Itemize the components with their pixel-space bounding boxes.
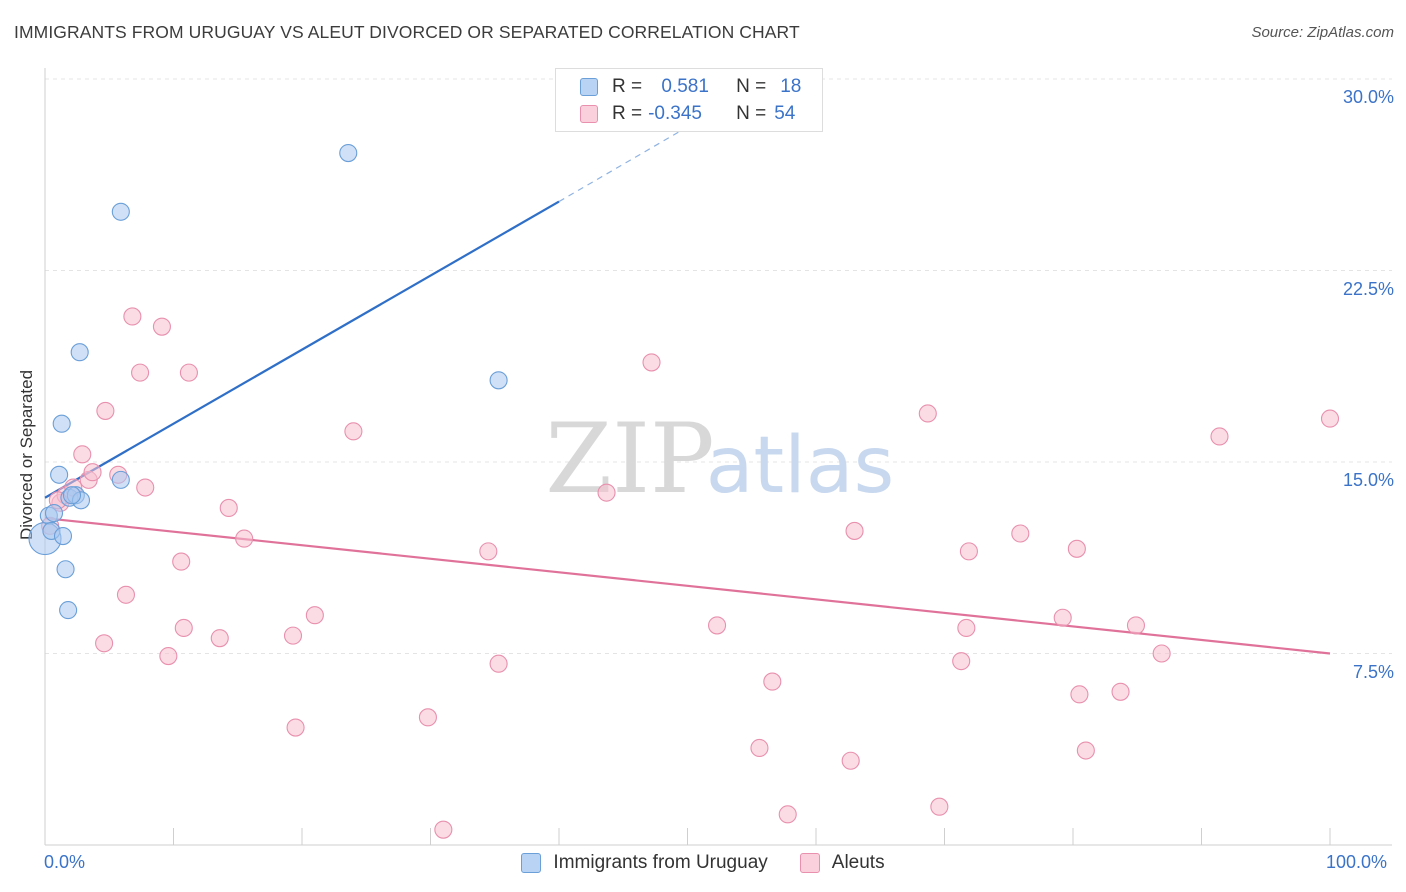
- point-uruguay: [111, 202, 130, 221]
- point-uruguay: [44, 504, 64, 523]
- point-aleuts: [750, 738, 769, 758]
- point-aleuts: [957, 618, 976, 638]
- legend-r-label: R =: [612, 103, 643, 124]
- point-aleuts: [1070, 685, 1089, 704]
- watermark-atlas: atlas: [706, 421, 895, 511]
- watermark: ZIP atlas: [545, 403, 894, 515]
- legend-row-uruguay: R = 0.581 N = 18: [580, 76, 801, 98]
- point-uruguay: [52, 414, 71, 433]
- point-aleuts: [1053, 608, 1072, 627]
- point-aleuts: [159, 647, 178, 666]
- legend-item-label: Immigrants from Uruguay: [553, 852, 768, 873]
- point-uruguay: [50, 465, 69, 484]
- y-tick-label: 7.5%: [1352, 661, 1394, 682]
- point-aleuts: [763, 672, 782, 691]
- x-tick-label-min: 0.0%: [44, 852, 86, 872]
- trend-line-uruguay: [44, 200, 560, 499]
- point-aleuts: [172, 552, 191, 571]
- point-aleuts: [845, 521, 864, 540]
- point-aleuts: [1320, 409, 1340, 428]
- point-uruguay: [59, 601, 78, 620]
- point-uruguay: [489, 371, 508, 390]
- legend-r-value: 0.581: [656, 76, 709, 97]
- point-aleuts: [174, 618, 193, 638]
- point-aleuts: [434, 820, 453, 839]
- grid: [45, 78, 1392, 654]
- point-aleuts: [235, 529, 254, 548]
- point-uruguay: [56, 560, 75, 579]
- point-aleuts: [210, 629, 229, 648]
- point-aleuts: [1011, 524, 1030, 543]
- point-aleuts: [1126, 616, 1146, 635]
- legend-item-label: Aleuts: [831, 852, 885, 873]
- point-aleuts: [116, 585, 136, 604]
- stats-legend: R = 0.581 N = 18 R = -0.345 N = 54: [555, 68, 823, 132]
- point-uruguay: [339, 143, 358, 163]
- point-aleuts: [489, 654, 508, 673]
- legend-row-aleuts: R = -0.345 N = 54: [580, 103, 795, 125]
- point-aleuts: [96, 401, 115, 420]
- point-aleuts: [83, 463, 102, 482]
- legend-r-value: -0.345: [648, 103, 702, 124]
- point-aleuts: [778, 805, 797, 824]
- point-aleuts: [179, 363, 198, 382]
- legend-swatch-pink: [580, 105, 598, 123]
- point-aleuts: [1210, 427, 1229, 446]
- y-tick-label: 30.0%: [1342, 87, 1394, 107]
- point-aleuts: [952, 652, 971, 671]
- point-uruguay: [111, 470, 130, 489]
- source-label: Source: ZipAtlas.com: [1251, 24, 1394, 41]
- point-aleuts: [131, 363, 150, 382]
- legend-item-uruguay[interactable]: Immigrants from Uruguay: [521, 852, 768, 874]
- point-aleuts: [597, 483, 616, 502]
- point-aleuts: [959, 542, 978, 561]
- x-tick-label-max: 100.0%: [1326, 852, 1388, 872]
- point-aleuts: [841, 751, 860, 770]
- point-aleuts: [123, 307, 142, 326]
- point-aleuts: [344, 422, 363, 441]
- point-aleuts: [1111, 682, 1130, 701]
- legend-swatch-blue: [521, 853, 542, 873]
- point-aleuts: [479, 542, 498, 561]
- point-aleuts: [708, 616, 727, 635]
- point-aleuts: [283, 626, 303, 645]
- legend-n-label: N =: [736, 76, 767, 97]
- point-uruguay: [70, 343, 89, 362]
- chart-title: IMMIGRANTS FROM URUGUAY VS ALEUT DIVORCE…: [14, 22, 800, 42]
- series-legend: Immigrants from Uruguay Aleuts: [0, 852, 1406, 874]
- point-aleuts: [642, 353, 661, 372]
- trend-lines: [44, 104, 1331, 655]
- y-tick-label: 15.0%: [1342, 470, 1394, 490]
- point-aleuts: [136, 478, 155, 497]
- legend-item-aleuts[interactable]: Aleuts: [799, 852, 885, 874]
- point-aleuts: [219, 498, 238, 518]
- point-aleuts: [918, 404, 937, 423]
- legend-swatch-blue: [580, 78, 598, 96]
- point-aleuts: [305, 606, 324, 625]
- point-aleuts: [418, 708, 437, 727]
- legend-n-value: 54: [774, 103, 796, 124]
- point-aleuts: [1067, 539, 1086, 558]
- legend-n-label: N =: [736, 103, 767, 124]
- axes: [44, 68, 1392, 846]
- point-aleuts: [1152, 644, 1171, 663]
- legend-r-label: R =: [612, 76, 643, 97]
- legend-n-value: 18: [780, 76, 802, 97]
- y-tick-label: 22.5%: [1342, 278, 1394, 299]
- watermark-zip: ZIP: [545, 403, 714, 515]
- point-uruguay: [62, 486, 82, 505]
- point-uruguay: [53, 526, 73, 546]
- trend-line-aleuts: [44, 517, 1331, 655]
- point-aleuts: [73, 445, 92, 464]
- point-aleuts: [1076, 741, 1095, 760]
- point-aleuts: [930, 797, 949, 816]
- points: [28, 143, 1340, 839]
- point-aleuts: [95, 634, 114, 653]
- legend-swatch-pink: [799, 853, 820, 873]
- point-aleuts: [152, 317, 171, 336]
- point-aleuts: [286, 718, 305, 737]
